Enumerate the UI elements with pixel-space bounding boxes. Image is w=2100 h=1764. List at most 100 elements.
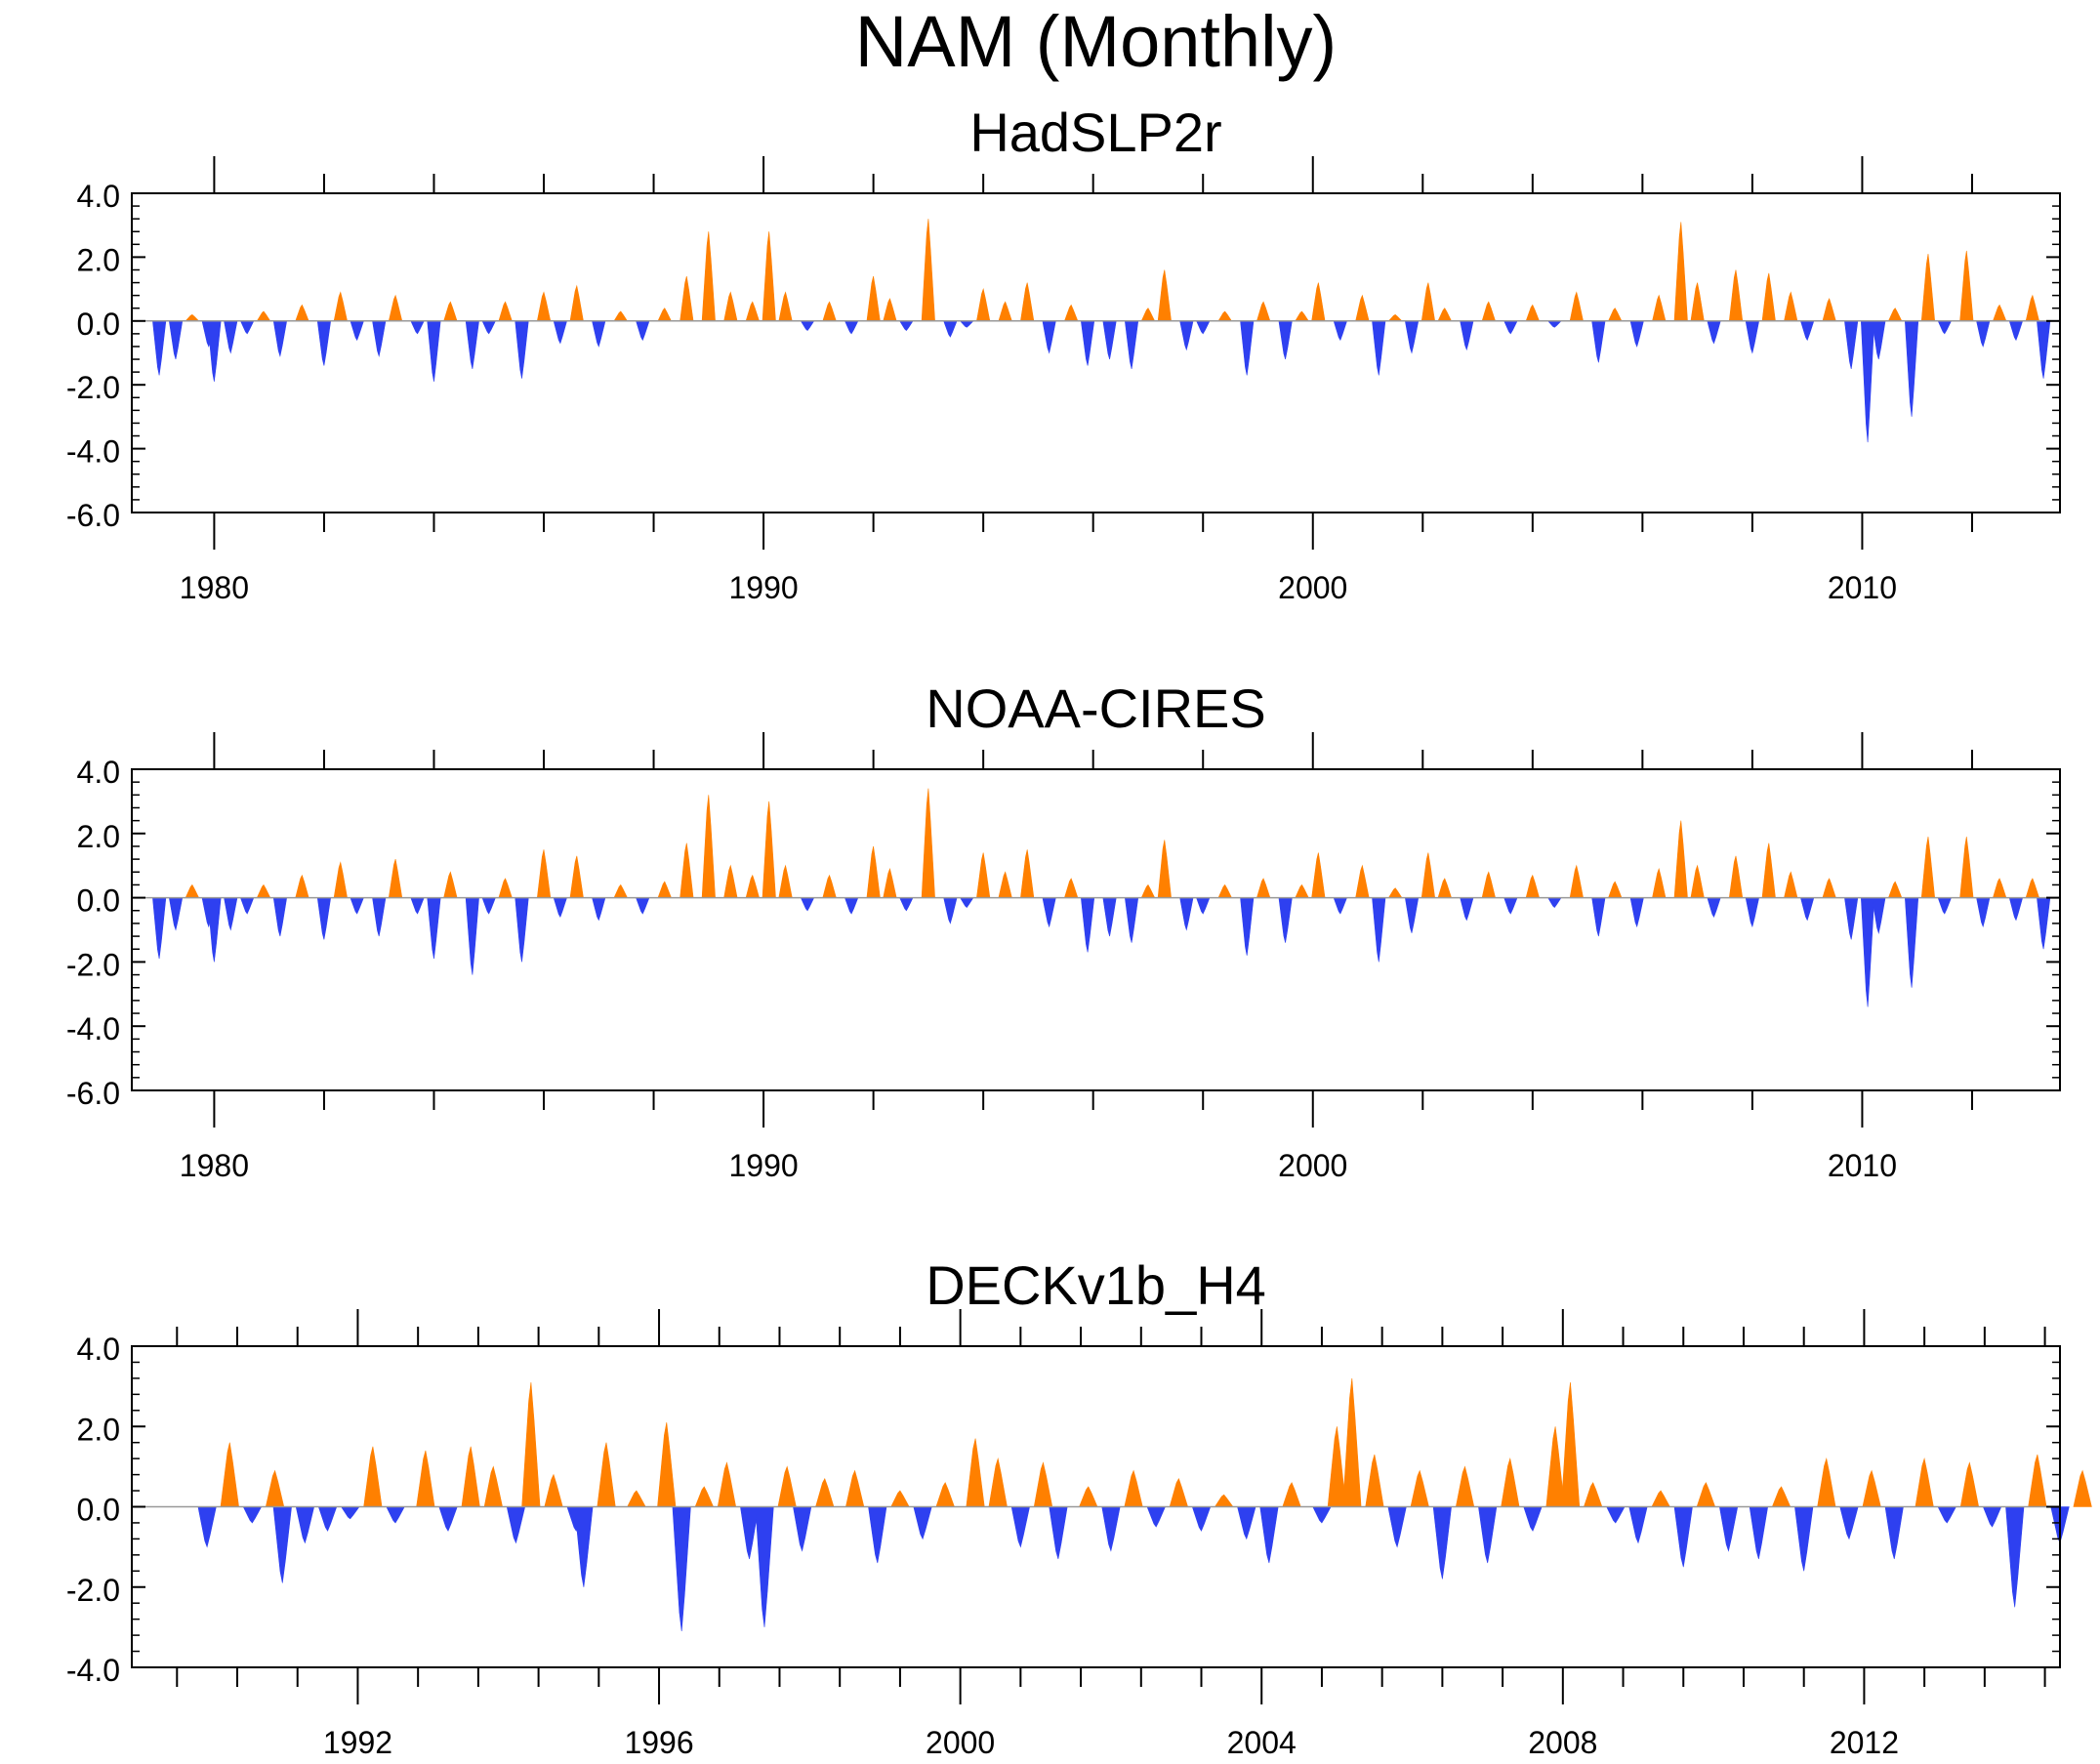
- anomaly-spike: [899, 897, 914, 912]
- anomaly-spike: [1591, 897, 1606, 937]
- anomaly-spike: [1063, 304, 1079, 322]
- anomaly-spike: [2008, 897, 2024, 922]
- anomaly-spike: [1063, 878, 1079, 898]
- x-tick-label: 1996: [624, 1725, 693, 1760]
- x-tick-label: 2004: [1227, 1725, 1297, 1760]
- anomaly-spike: [438, 1506, 458, 1532]
- anomaly-spike: [1124, 320, 1139, 369]
- anomaly-spike: [1771, 1486, 1791, 1507]
- anomaly-spike: [272, 320, 288, 357]
- anomaly-spike: [1311, 282, 1326, 322]
- anomaly-spike: [1959, 837, 1974, 898]
- anomaly-spike: [521, 1381, 541, 1507]
- anomaly-spike: [1525, 304, 1541, 322]
- anomaly-spike: [1237, 1506, 1256, 1540]
- anomaly-spike: [883, 298, 897, 322]
- anomaly-spike: [1010, 1506, 1030, 1548]
- anomaly-spike: [1761, 842, 1776, 898]
- anomaly-spike: [1421, 282, 1436, 322]
- anomaly-spike: [239, 897, 255, 915]
- y-tick-label: -6.0: [66, 498, 120, 533]
- panel-title-noaa-cires: NOAA-CIRES: [926, 677, 1266, 739]
- anomaly-spike: [883, 868, 897, 898]
- anomaly-spike: [1887, 308, 1903, 322]
- anomaly-spike: [1124, 1469, 1143, 1507]
- y-tick-label: 4.0: [77, 179, 120, 214]
- anomaly-spike: [694, 1486, 715, 1507]
- anomaly-spike: [822, 301, 837, 322]
- chart-panel-0: -6.0 -4.0 -2.0 0.0 2.0 4.0 1980 1990 2000 2010: [66, 156, 2061, 605]
- anomaly-spike: [866, 275, 881, 322]
- anomaly-spike: [1020, 849, 1035, 898]
- anomaly-spike: [333, 861, 348, 898]
- anomaly-spike: [627, 1490, 646, 1507]
- anomaly-spike: [1355, 864, 1370, 898]
- anomaly-spike: [844, 320, 859, 335]
- anomaly-spike: [1437, 878, 1453, 898]
- anomaly-spike: [1080, 320, 1095, 366]
- anomaly-spike: [755, 1506, 774, 1627]
- page-title: NAM (Monthly): [854, 1, 1338, 82]
- anomaly-spike: [465, 897, 479, 975]
- anomaly-spike: [899, 320, 914, 332]
- anomaly-spike: [1157, 840, 1172, 898]
- anomaly-spike: [1707, 320, 1721, 345]
- anomaly-spike: [1545, 1426, 1565, 1507]
- anomaly-spike: [966, 1438, 985, 1507]
- anomaly-spike: [1278, 897, 1293, 943]
- anomaly-spike: [372, 897, 387, 937]
- anomaly-spike: [295, 304, 309, 322]
- anomaly-spike: [1421, 852, 1436, 898]
- anomaly-spike: [372, 320, 387, 357]
- anomaly-spike: [1295, 883, 1309, 898]
- anomaly-spike: [845, 1469, 865, 1507]
- anomaly-spike: [913, 1506, 932, 1540]
- anomaly-spike: [1569, 291, 1584, 322]
- anomaly-spike: [340, 1506, 360, 1520]
- y-tick-label: -4.0: [66, 434, 120, 470]
- anomaly-spike: [1102, 320, 1117, 360]
- anomaly-spike: [443, 301, 458, 322]
- anomaly-spike: [636, 897, 650, 915]
- panel-title-hadslp2r: HadSLP2r: [969, 102, 1222, 163]
- anomaly-spike: [1860, 897, 1875, 1007]
- anomaly-spike: [1217, 883, 1232, 898]
- anomaly-spike: [1629, 897, 1644, 928]
- anomaly-spike: [1217, 310, 1233, 322]
- anomaly-spike: [762, 231, 776, 322]
- x-tick-label: 1980: [180, 1148, 249, 1183]
- anomaly-spike: [1652, 294, 1667, 322]
- anomaly-spike: [1839, 1506, 1859, 1540]
- x-tick-label: 1990: [728, 570, 798, 605]
- anomaly-spike: [679, 842, 694, 898]
- anomaly-spike: [1673, 222, 1688, 322]
- anomaly-spike: [921, 788, 935, 898]
- y-tick-label: -4.0: [66, 1011, 120, 1046]
- anomaly-spike: [1311, 852, 1326, 898]
- anomaly-spike: [1546, 320, 1562, 328]
- anomaly-spike: [1749, 1506, 1769, 1560]
- anomaly-spike: [1460, 897, 1474, 922]
- anomaly-spike: [1020, 282, 1035, 322]
- x-tick-label: 2010: [1828, 570, 1897, 605]
- anomaly-spike: [1718, 1506, 1739, 1552]
- anomaly-spike: [1844, 897, 1859, 940]
- anomaly-spike: [1169, 1477, 1189, 1507]
- anomaly-spike: [1569, 864, 1584, 898]
- anomaly-spike: [185, 313, 200, 322]
- anomaly-spike: [363, 1446, 383, 1507]
- anomaly-spike: [256, 310, 271, 322]
- anomaly-spike: [265, 1469, 285, 1507]
- anomaly-spike: [1455, 1465, 1475, 1507]
- anomaly-spike: [1728, 269, 1744, 322]
- anomaly-spike: [386, 1506, 405, 1524]
- anomaly-spike: [1295, 310, 1309, 322]
- y-tick-label: 4.0: [77, 1332, 120, 1367]
- anomaly-spike: [1256, 301, 1271, 322]
- anomaly-spike: [1523, 1506, 1543, 1532]
- anomaly-spike: [1460, 320, 1474, 351]
- anomaly-spike: [1387, 887, 1403, 898]
- anomaly-spike: [1547, 897, 1562, 908]
- anomaly-spike: [427, 320, 441, 382]
